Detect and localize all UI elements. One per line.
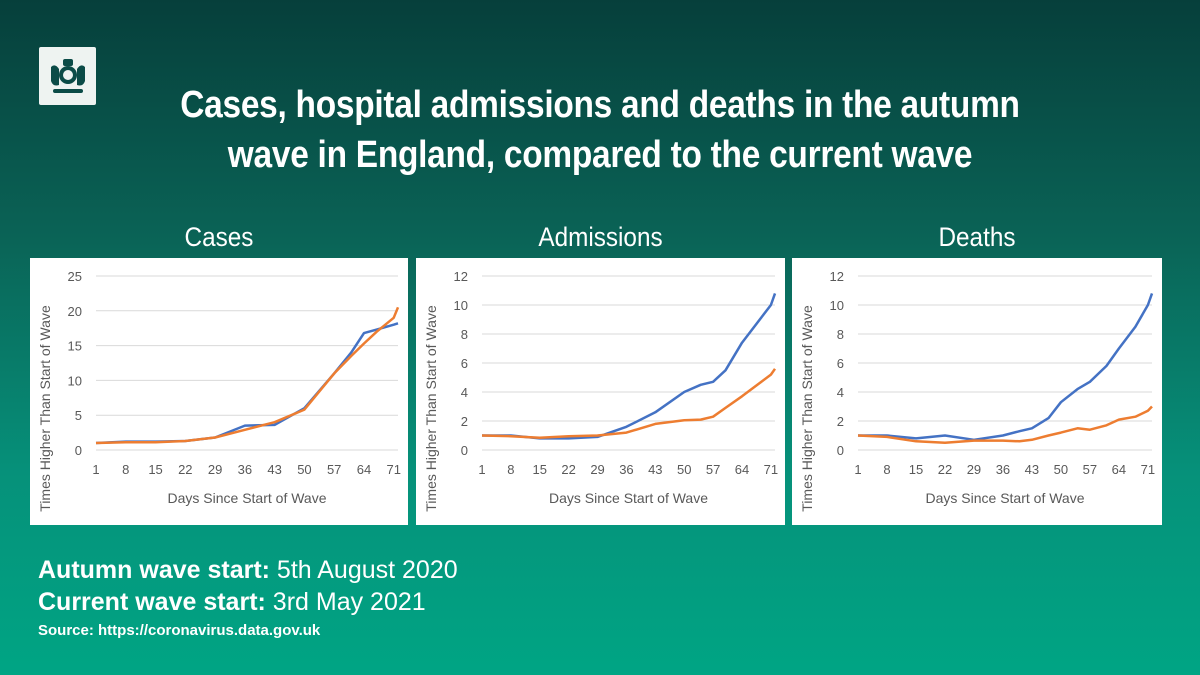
y-tick-label: 0 [75,443,82,458]
autumn-value: 5th August 2020 [269,556,458,584]
chart-cases: 0 5 10 15 20 25 1 8 15 22 29 36 43 50 57 64 71 Days Since… [30,258,408,525]
y-tick-label: 5 [75,408,82,423]
y-tick-label: 20 [68,304,82,319]
x-tick-label: 57 [327,462,341,477]
chart-title-cases: Cases [184,222,254,252]
y-tick-label: 4 [837,385,844,400]
x-tick-label: 57 [706,462,720,477]
current-value: 3rd May 2021 [265,588,426,616]
y-axis-label: Times Higher Than Start of Wave [799,305,815,512]
title-line-1: Cases, hospital admissions and deaths in… [180,84,1020,126]
x-tick-label: 43 [267,462,281,477]
x-tick-label: 22 [561,462,575,477]
y-tick-label: 8 [461,327,468,342]
series-line-orange [95,306,400,445]
x-tick-label: 1 [854,462,861,477]
x-tick-label: 36 [238,462,252,477]
x-tick-label: 64 [735,462,749,477]
x-tick-label: 71 [764,462,778,477]
x-tick-label: 29 [590,462,604,477]
series-line-orange [481,368,777,439]
crest-icon [50,59,85,93]
y-tick-label: 6 [461,356,468,371]
x-tick-label: 50 [1054,462,1068,477]
x-tick-label: 22 [178,462,192,477]
y-tick-label: 15 [68,339,82,354]
x-tick-label: 43 [648,462,662,477]
chart-title-deaths: Deaths [938,222,1016,252]
page-title: Cases, hospital admissions and deaths in… [160,80,1040,180]
x-tick-label: 1 [478,462,485,477]
series-line-orange [857,405,1153,445]
y-axis-label: Times Higher Than Start of Wave [423,305,439,512]
autumn-label: Autumn wave start: [38,556,270,584]
y-tick-label: 12 [830,269,844,284]
x-tick-label: 64 [1112,462,1126,477]
y-tick-label: 8 [837,327,844,342]
x-tick-label: 8 [122,462,129,477]
series-line-blue [95,322,399,445]
x-tick-label: 15 [533,462,547,477]
x-tick-label: 8 [883,462,890,477]
series-line-blue [858,292,1154,442]
y-tick-label: 10 [830,298,844,313]
title-line-2: wave in England, compared to the current… [227,134,973,176]
y-axis-label: Times Higher Than Start of Wave [37,305,53,512]
y-tick-label: 0 [837,443,844,458]
x-tick-label: 50 [297,462,311,477]
x-tick-label: 64 [357,462,371,477]
x-tick-label: 36 [619,462,633,477]
x-axis-label: Days Since Start of Wave [549,490,708,506]
x-axis-label: Days Since Start of Wave [168,490,327,506]
x-tick-label: 8 [507,462,514,477]
chart-deaths: 0 2 4 6 8 10 12 1 8 15 22 29 36 43 50 57 64 71 Days Since … [792,258,1162,525]
x-tick-label: 15 [909,462,923,477]
x-tick-label: 36 [996,462,1010,477]
x-tick-label: 1 [92,462,99,477]
y-tick-label: 10 [454,298,468,313]
x-tick-label: 15 [148,462,162,477]
autumn-wave-start: Autumn wave start: 5th August 2020 [38,556,458,585]
x-axis-label: Days Since Start of Wave [926,490,1085,506]
x-tick-label: 71 [1141,462,1155,477]
current-label: Current wave start: [38,588,266,616]
x-tick-label: 22 [938,462,952,477]
x-tick-label: 29 [967,462,981,477]
y-tick-label: 10 [68,373,82,388]
x-tick-label: 29 [208,462,222,477]
y-tick-label: 2 [837,414,844,429]
y-tick-label: 0 [461,443,468,458]
source-text: Source: https://coronavirus.data.gov.uk [38,622,321,639]
y-tick-label: 6 [837,356,844,371]
y-tick-label: 12 [454,269,468,284]
x-tick-label: 71 [387,462,401,477]
royal-coat-of-arms-logo [39,47,96,105]
x-tick-label: 57 [1083,462,1097,477]
current-wave-start: Current wave start: 3rd May 2021 [38,588,426,617]
chart-title-admissions: Admissions [538,222,663,252]
x-tick-label: 43 [1025,462,1039,477]
y-tick-label: 4 [461,385,468,400]
chart-admissions: 0 2 4 6 8 10 12 1 8 15 22 29 36 43 50 57 64 71 Days Since … [416,258,785,525]
y-tick-label: 2 [461,414,468,429]
y-tick-label: 25 [68,269,82,284]
series-line-blue [482,292,777,440]
x-tick-label: 50 [677,462,691,477]
